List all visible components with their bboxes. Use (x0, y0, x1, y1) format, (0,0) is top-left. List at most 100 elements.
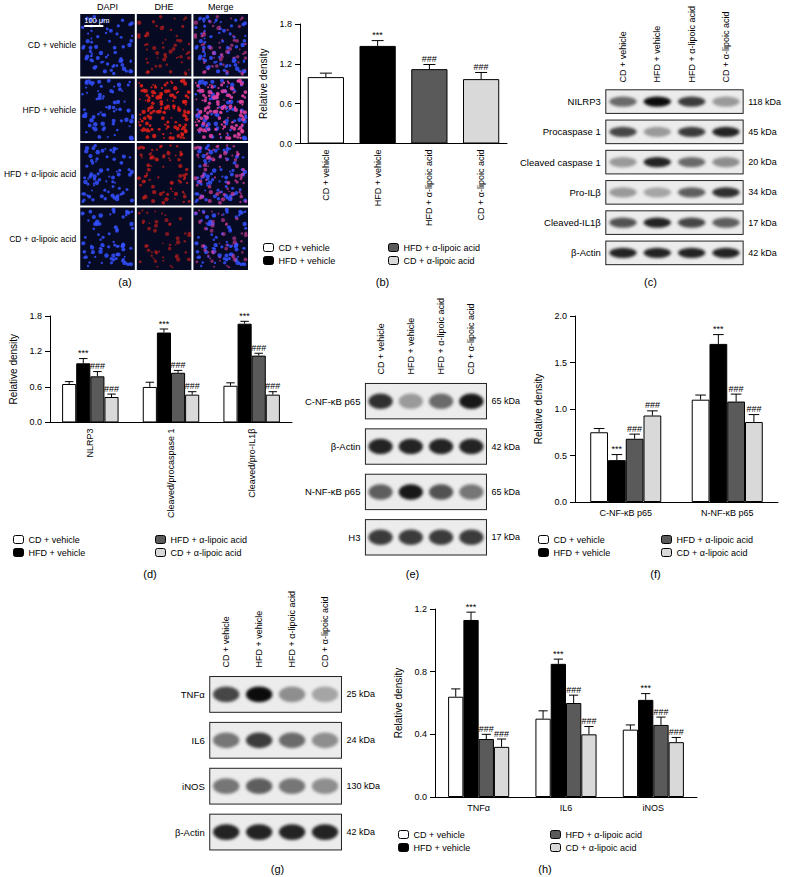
svg-text:100 μm: 100 μm (84, 16, 109, 25)
svg-text:Relative density: Relative density (8, 334, 19, 405)
svg-text:0.0: 0.0 (279, 139, 292, 149)
svg-text:β-Actin: β-Actin (571, 247, 601, 258)
svg-text:Cleaved-IL1β: Cleaved-IL1β (544, 217, 601, 228)
svg-text:N-NF-κB p65: N-NF-κB p65 (701, 508, 754, 518)
svg-text:0.8: 0.8 (414, 667, 427, 677)
svg-text:Cleaved/procaspase 1: Cleaved/procaspase 1 (166, 428, 176, 518)
svg-text:HFD + α-lipoic acid: HFD + α-lipoic acid (566, 830, 642, 840)
svg-text:***: *** (640, 683, 651, 693)
svg-text:0.5: 0.5 (554, 451, 567, 461)
svg-text:HFD + vehicle: HFD + vehicle (23, 105, 77, 115)
svg-text:***: *** (159, 319, 170, 329)
svg-text:Pro-ILβ: Pro-ILβ (569, 187, 601, 198)
svg-text:###: ### (479, 724, 494, 734)
svg-text:###: ### (627, 424, 642, 434)
svg-text:17 kDa: 17 kDa (491, 532, 520, 542)
svg-text:***: *** (78, 348, 89, 358)
svg-text:HFD + vehicle: HFD + vehicle (373, 150, 383, 207)
svg-text:CD + vehicle: CD + vehicle (28, 40, 77, 50)
svg-text:CD + vehicle: CD + vehicle (414, 830, 465, 840)
svg-text:65 kDa: 65 kDa (491, 487, 520, 497)
svg-text:DHE: DHE (155, 2, 174, 12)
svg-text:42 kDa: 42 kDa (491, 442, 520, 452)
svg-text:TNFα: TNFα (181, 689, 205, 700)
svg-text:HFD + α-lipoic acid: HFD + α-lipoic acid (677, 535, 753, 545)
svg-text:Relative density: Relative density (258, 48, 269, 119)
svg-text:###: ### (746, 404, 761, 414)
svg-text:###: ### (104, 384, 119, 394)
svg-text:0.0: 0.0 (554, 497, 567, 507)
svg-text:HFD + vehicle: HFD + vehicle (554, 548, 611, 558)
svg-text:1.2: 1.2 (414, 604, 427, 614)
svg-text:###: ### (171, 360, 186, 370)
svg-text:CD + vehicle: CD + vehicle (221, 616, 231, 667)
svg-text:C-NF-κB p65: C-NF-κB p65 (305, 396, 360, 407)
svg-text:***: *** (466, 602, 477, 612)
svg-text:HFD + α-lipoic acid: HFD + α-lipoic acid (687, 6, 697, 82)
svg-text:iNOS: iNOS (643, 803, 665, 813)
svg-text:CD + α-lipoic acid: CD + α-lipoic acid (171, 548, 242, 558)
svg-text:CD + α-lipoic acid: CD + α-lipoic acid (320, 596, 330, 667)
svg-text:HFD + vehicle: HFD + vehicle (254, 611, 264, 668)
svg-text:###: ### (251, 343, 266, 353)
svg-text:Merge: Merge (208, 2, 234, 12)
svg-text:0.6: 0.6 (29, 382, 42, 392)
svg-text:HFD + vehicle: HFD + vehicle (29, 548, 86, 558)
svg-text:HFD + vehicle: HFD + vehicle (406, 318, 416, 375)
svg-text:1.2: 1.2 (279, 59, 292, 69)
svg-text:###: ### (581, 716, 596, 726)
svg-text:NLRP3: NLRP3 (85, 428, 95, 457)
svg-text:TNFα: TNFα (467, 803, 490, 813)
svg-text:0.0: 0.0 (414, 792, 427, 802)
svg-text:Relative density: Relative density (393, 668, 404, 739)
svg-text:IL6: IL6 (192, 735, 205, 746)
svg-text:1.8: 1.8 (29, 311, 42, 321)
svg-text:###: ### (729, 384, 744, 394)
svg-text:34 kDa: 34 kDa (748, 187, 777, 197)
svg-text:1.2: 1.2 (29, 346, 42, 356)
svg-text:42 kDa: 42 kDa (346, 827, 375, 837)
svg-text:###: ### (422, 54, 437, 64)
svg-text:65 kDa: 65 kDa (491, 396, 520, 406)
svg-text:HFD + vehicle: HFD + vehicle (652, 26, 662, 83)
svg-text:1.0: 1.0 (554, 404, 567, 414)
svg-text:HFD + α-lipoic acid: HFD + α-lipoic acid (171, 535, 247, 545)
svg-text:Procaspase 1: Procaspase 1 (543, 126, 601, 137)
svg-text:24 kDa: 24 kDa (346, 735, 375, 745)
svg-text:1.5: 1.5 (554, 358, 567, 368)
svg-text:iNOS: iNOS (182, 781, 205, 792)
svg-text:***: *** (713, 324, 724, 334)
svg-text:N-NF-κB p65: N-NF-κB p65 (305, 486, 360, 497)
svg-text:###: ### (669, 727, 684, 737)
svg-text:1.8: 1.8 (279, 19, 292, 29)
svg-text:130 kDa: 130 kDa (346, 781, 380, 791)
svg-text:###: ### (474, 62, 489, 72)
svg-text:###: ### (265, 381, 280, 391)
svg-text:CD + vehicle: CD + vehicle (618, 31, 628, 82)
svg-text:118 kDa: 118 kDa (748, 97, 781, 107)
svg-text:β-Actin: β-Actin (175, 827, 205, 838)
svg-text:17 kDa: 17 kDa (748, 218, 777, 228)
svg-text:HFD + vehicle: HFD + vehicle (279, 256, 336, 266)
svg-text:NILRP3: NILRP3 (568, 96, 601, 107)
svg-text:CD + α-lipoic acid: CD + α-lipoic acid (566, 843, 637, 853)
svg-text:CD + α-lipoic acid: CD + α-lipoic acid (721, 11, 731, 82)
svg-text:HFD + α-lipoic acid: HFD + α-lipoic acid (404, 243, 480, 253)
svg-text:DAPI: DAPI (97, 2, 118, 12)
svg-text:0.6: 0.6 (279, 99, 292, 109)
svg-text:IL6: IL6 (560, 803, 573, 813)
svg-text:0.0: 0.0 (29, 417, 42, 427)
svg-text:C-NF-κB p65: C-NF-κB p65 (599, 508, 652, 518)
svg-text:CD + α-lipoic acid: CD + α-lipoic acid (9, 234, 76, 244)
svg-text:42 kDa: 42 kDa (748, 248, 777, 258)
svg-text:β-Actin: β-Actin (331, 441, 361, 452)
svg-text:CD + α-lipoic acid: CD + α-lipoic acid (404, 256, 475, 266)
svg-text:HFD + vehicle: HFD + vehicle (414, 843, 471, 853)
svg-text:CD + vehicle: CD + vehicle (554, 535, 605, 545)
svg-text:CD + vehicle: CD + vehicle (279, 243, 330, 253)
svg-text:Cleaved caspase 1: Cleaved caspase 1 (520, 157, 601, 168)
svg-text:CD + α-lipoic acid: CD + α-lipoic acid (466, 303, 476, 374)
svg-text:2.0: 2.0 (554, 311, 567, 321)
svg-text:H3: H3 (348, 532, 360, 543)
svg-text:HFD + α-lipoic acid: HFD + α-lipoic acid (436, 298, 446, 374)
